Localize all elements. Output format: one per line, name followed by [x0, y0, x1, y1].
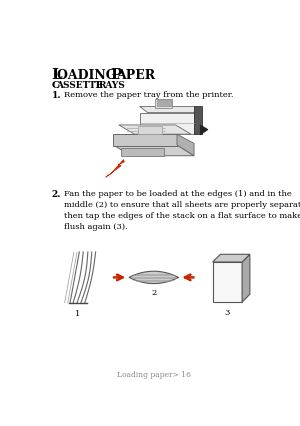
Text: Loading paper> 16: Loading paper> 16 [117, 370, 191, 378]
Polygon shape [119, 126, 191, 135]
Text: C: C [52, 81, 60, 89]
Text: Remove the paper tray from the printer.: Remove the paper tray from the printer. [64, 91, 233, 99]
Text: 2: 2 [151, 288, 156, 296]
Text: RAYS: RAYS [99, 81, 125, 90]
Text: 1: 1 [75, 309, 80, 317]
FancyBboxPatch shape [155, 100, 172, 109]
FancyBboxPatch shape [213, 262, 242, 302]
Text: 1.: 1. [52, 91, 61, 100]
Text: 3: 3 [225, 308, 230, 317]
Text: L: L [52, 68, 62, 82]
FancyBboxPatch shape [138, 127, 161, 135]
FancyBboxPatch shape [121, 149, 164, 156]
Polygon shape [140, 107, 202, 113]
Polygon shape [129, 272, 178, 284]
Polygon shape [194, 107, 202, 135]
Text: OADING: OADING [57, 69, 121, 82]
Polygon shape [200, 126, 208, 135]
Polygon shape [106, 160, 124, 178]
Polygon shape [113, 146, 194, 156]
Polygon shape [213, 255, 250, 262]
Text: 2.: 2. [52, 190, 61, 199]
Text: ASSETTE: ASSETTE [56, 81, 106, 90]
Text: APER: APER [116, 69, 156, 82]
FancyBboxPatch shape [157, 101, 171, 107]
Polygon shape [242, 255, 250, 302]
Text: T: T [94, 81, 102, 89]
Text: P: P [110, 68, 122, 82]
FancyBboxPatch shape [140, 113, 194, 135]
Text: Fan the paper to be loaded at the edges (1) and in the
middle (2) to ensure that: Fan the paper to be loaded at the edges … [64, 190, 300, 230]
Polygon shape [177, 135, 194, 156]
FancyBboxPatch shape [113, 135, 177, 147]
